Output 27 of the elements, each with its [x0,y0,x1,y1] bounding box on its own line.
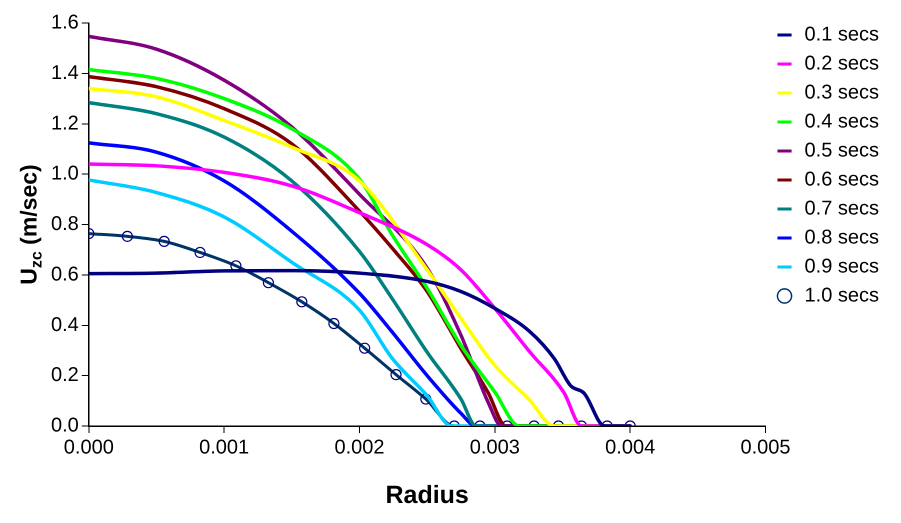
y-tick-label: 0.2 [50,364,79,386]
legend-label: 0.9 secs [804,256,879,278]
x-tick-label: 0.003 [470,436,520,459]
y-tick-label: 0.4 [50,314,79,336]
legend-label: 0.4 secs [804,110,879,133]
legend-label: 1.0 secs [804,284,879,307]
x-tick-label: 0.000 [64,436,114,459]
legend-label: 0.8 secs [804,226,879,249]
legend-label: 0.5 secs [804,140,879,162]
y-tick-label: 0.0 [50,414,79,437]
y-tick-label: 1.6 [50,12,79,34]
x-tick-label: 0.001 [199,436,250,459]
y-tick-label: 1.2 [50,112,79,134]
x-axis-title: Radius [385,480,469,509]
y-axis-title: Uzc (m/sec) [15,164,46,285]
x-tick-label: 0.004 [605,436,656,459]
y-tick-label: 1.0 [50,162,79,185]
y-tick-label: 0.8 [50,213,79,236]
legend-label: 0.2 secs [804,52,879,75]
legend-label: 0.1 secs [804,24,879,46]
y-tick-label: 0.6 [50,263,79,286]
legend-label: 0.6 secs [804,168,879,191]
x-tick-label: 0.002 [334,436,385,459]
legend-label: 0.3 secs [804,82,879,104]
legend-label: 0.7 secs [804,198,879,220]
x-tick-label: 0.005 [740,436,791,459]
y-tick-label: 1.4 [50,62,79,84]
